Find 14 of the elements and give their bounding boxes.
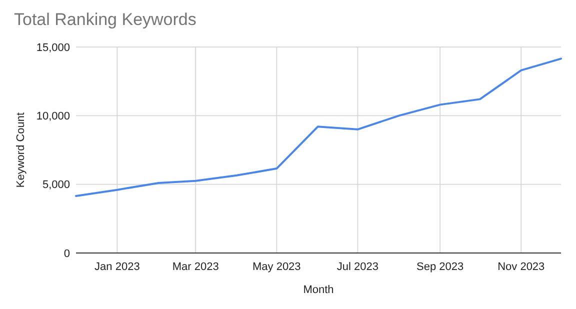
chart-title: Total Ranking Keywords (14, 10, 196, 29)
y-axis-title: Keyword Count (15, 112, 27, 188)
x-tick-label: Jul 2023 (336, 261, 378, 273)
x-tick-label: Mar 2023 (172, 261, 219, 273)
y-tick-label: 5,000 (42, 179, 70, 192)
y-tick-label: 0 (64, 248, 70, 260)
x-tick-label: Sep 2023 (416, 261, 464, 273)
x-axis-title: Month (303, 284, 334, 296)
line-series (75, 58, 562, 198)
x-tick-label: Nov 2023 (498, 261, 545, 273)
y-tick-label: 10,000 (36, 110, 70, 123)
x-tick-label: May 2023 (252, 261, 301, 273)
x-tick-label: Jan 2023 (94, 261, 140, 273)
y-tick-label: 15,000 (36, 42, 70, 54)
